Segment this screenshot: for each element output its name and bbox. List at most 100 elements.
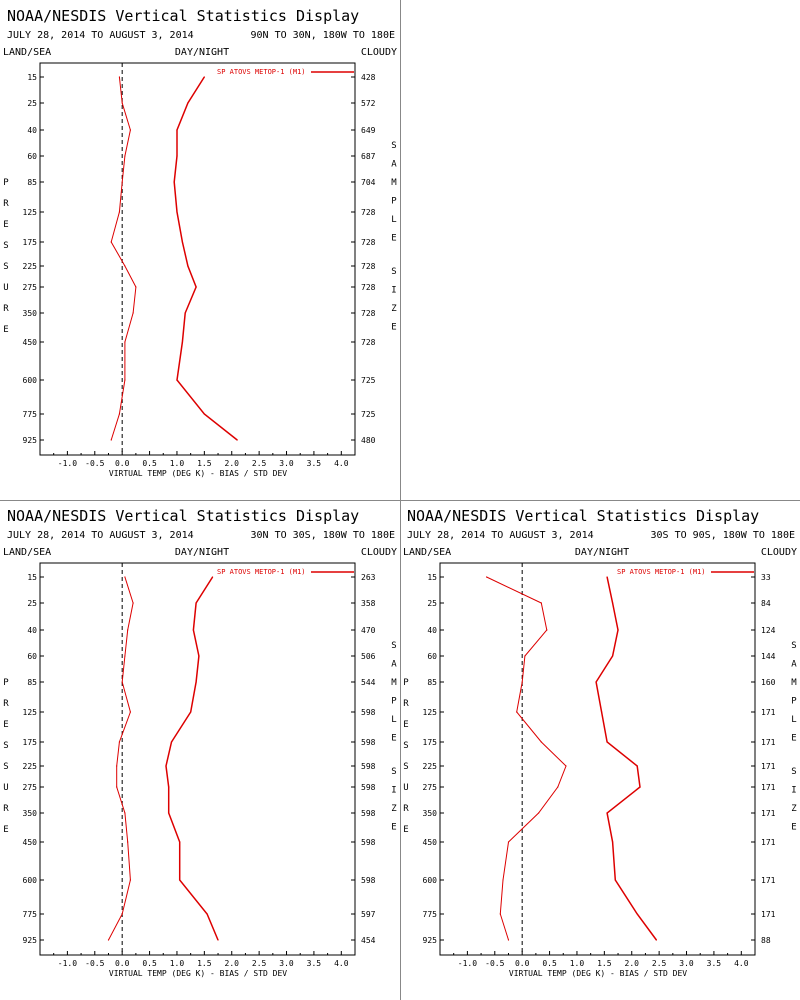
stddev-point [203,413,205,415]
x-tick-label: 3.5 [707,959,722,968]
pressure-tick-label: 125 [423,708,438,717]
chart-title: NOAA/NESDIS Vertical Statistics Display [407,507,759,525]
pressure-tick-label: 350 [423,809,438,818]
x-tick-label: 0.0 [515,959,530,968]
x-axis-label: VIRTUAL TEMP (DEG K) - BIAS / STD DEV [109,469,287,478]
cloudy-label: CLOUDY [761,547,797,558]
sample-size-label: 171 [761,762,776,771]
bias-point [107,939,110,941]
stddev-point [236,439,238,441]
day-night-label: DAY/NIGHT [575,547,629,558]
pressure-axis-letter: R [3,804,9,814]
bias-point [110,439,112,441]
sample-size-label: 704 [361,178,376,187]
sample-size-label: 171 [761,738,776,747]
chart-svg: NOAA/NESDIS Vertical Statistics Display J… [3,7,397,478]
pressure-tick-label: 40 [27,626,37,635]
pressure-tick-label: 225 [423,762,438,771]
pressure-axis-letter: U [403,783,408,793]
x-tick-label: 4.0 [334,459,349,468]
sample-size-label: 598 [361,809,376,818]
stddev-point [195,602,197,604]
bias-point [118,741,121,743]
sample-axis-letter: P [391,197,397,207]
pressure-axis-letter: R [3,304,9,314]
x-tick-label: -1.0 [58,459,77,468]
pressure-tick-label: 175 [23,238,38,247]
land-sea-label: LAND/SEA [3,47,51,58]
sample-axis-letter: P [791,697,797,707]
pressure-axis-letter: E [403,720,408,730]
stddev-point [184,312,186,314]
x-tick-label: 2.0 [225,459,240,468]
stddev-point [606,741,608,743]
pressure-axis-letter: S [403,741,408,751]
sample-size-label: 124 [761,626,776,635]
cloudy-label: CLOUDY [361,547,397,558]
pressure-tick-label: 125 [23,708,38,717]
pressure-tick-label: 350 [23,809,38,818]
sample-size-label: 728 [361,238,376,247]
pressure-tick-label: 175 [23,738,38,747]
pressure-tick-label: 600 [23,376,38,385]
legend-label: SP ATOVS METOP-1 (M1) [217,568,306,576]
region-label: 30S TO 90S, 180W TO 180E [651,530,796,541]
day-night-label: DAY/NIGHT [175,547,229,558]
sample-size-label: 454 [361,936,376,945]
bias-point [129,129,131,131]
pressure-axis-letter: P [3,178,9,188]
sample-size-label: 598 [361,876,376,885]
sample-axis-letter: M [791,678,797,688]
stddev-point [611,602,614,604]
stddev-point [636,913,638,915]
bias-point [124,341,126,343]
bias-point [116,765,118,767]
pressure-axis-letter: R [3,699,9,709]
x-tick-label: 2.5 [652,959,667,968]
region-label: 90N TO 30N, 180W TO 180E [251,30,396,41]
sample-axis-letter: Z [391,804,397,814]
pressure-axis-letter: U [3,283,8,293]
sample-axis-letter: E [791,823,796,833]
pressure-axis-letter: S [403,762,408,772]
pressure-axis-letter: E [3,220,8,230]
plot-frame [439,562,756,956]
x-tick-label: 1.5 [197,459,212,468]
bias-point [118,413,121,415]
pressure-axis-letter: S [3,741,8,751]
stddev-point [611,841,614,843]
sample-size-label: 506 [361,652,376,661]
pressure-tick-label: 925 [423,936,438,945]
bias-series-line [110,76,137,441]
sample-axis-letter: M [391,178,397,188]
stddev-point [211,576,214,578]
stddev-point [190,711,192,713]
stddev-series-line [165,576,219,941]
stddev-point [655,939,657,941]
pressure-tick-label: 450 [23,838,38,847]
x-tick-label: 2.5 [252,459,267,468]
bias-point [546,629,548,631]
bias-point [118,211,121,213]
x-tick-label: 1.0 [170,959,185,968]
sample-size-label: 649 [361,126,376,135]
sample-size-label: 88 [761,936,771,945]
stddev-point [195,286,197,288]
pressure-tick-label: 275 [23,783,38,792]
stddev-point [206,913,208,915]
stddev-point [176,129,178,131]
pressure-tick-label: 225 [23,762,38,771]
chart-panel-sh: NOAA/NESDIS Vertical Statistics Display J… [400,500,800,1000]
sample-size-label: 171 [761,838,776,847]
stddev-point [192,629,194,631]
sample-size-label: 470 [361,626,376,635]
x-tick-label: 3.5 [307,959,322,968]
stddev-point [595,681,597,683]
sample-size-label: 263 [361,573,376,582]
stddev-point [176,155,178,157]
region-label: 30N TO 30S, 180W TO 180E [251,530,396,541]
pressure-tick-label: 925 [23,436,38,445]
sample-size-label: 598 [361,838,376,847]
bias-point [127,841,129,843]
x-tick-label: 0.5 [142,459,157,468]
